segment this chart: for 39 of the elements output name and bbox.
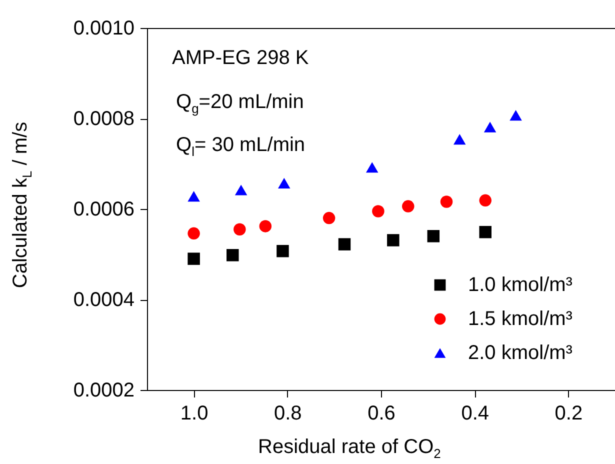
legend-label: 1.5 kmol/m³ (468, 308, 573, 330)
legend-label: 2.0 kmol/m³ (468, 342, 573, 364)
point (259, 220, 272, 232)
x-tick-label: 0.2 (554, 402, 583, 424)
legend-label: 1.0 kmol/m³ (468, 274, 573, 296)
point (234, 184, 248, 196)
point (427, 230, 440, 242)
point (387, 234, 400, 246)
y-tick-label: 0.0002 (73, 380, 134, 402)
point (188, 252, 200, 265)
point (479, 194, 492, 207)
y-tick-label: 0.0004 (73, 289, 134, 311)
point (402, 200, 414, 212)
y-tick-label: 0.0008 (73, 108, 134, 130)
y-tick-label: 0.0010 (73, 18, 134, 40)
point (484, 122, 496, 132)
point (338, 238, 351, 250)
annotation: AMP-EG 298 K (172, 47, 309, 69)
x-tick-label: 0.4 (461, 402, 490, 424)
point (366, 162, 378, 173)
point (234, 223, 246, 236)
x-tick-label: 0.8 (274, 402, 302, 424)
x-tick-label: 0.6 (368, 402, 396, 424)
point (188, 191, 200, 202)
annotation: Q$_{g}$=20 mL/min (176, 91, 304, 116)
point (226, 249, 239, 262)
point (372, 205, 384, 218)
point (188, 227, 200, 240)
x-axis-title: Residual rate of CO$_{2}$ (258, 436, 441, 461)
point (276, 244, 289, 258)
y-tick-label: 0.0006 (73, 198, 134, 220)
point (479, 226, 492, 238)
annotation: Q$_{l}$= 30 mL/min (176, 134, 306, 159)
point (322, 212, 336, 224)
point (510, 110, 522, 121)
point (454, 134, 466, 145)
point (278, 178, 290, 189)
x-tick-label: 1.0 (180, 402, 208, 424)
point (440, 196, 453, 208)
